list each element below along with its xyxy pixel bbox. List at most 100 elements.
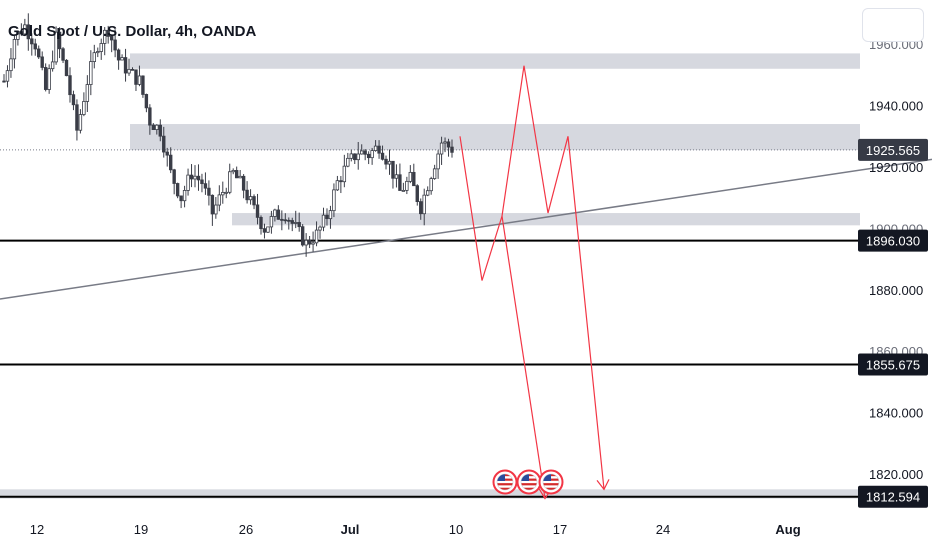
candle-body — [130, 68, 135, 71]
candle-body — [168, 154, 173, 171]
candle-body — [68, 75, 72, 96]
candle-body — [19, 31, 24, 35]
price-zone — [0, 489, 860, 499]
candle-body — [214, 204, 218, 215]
candle-body — [328, 210, 333, 220]
candle-body — [443, 141, 447, 144]
candle-body — [349, 153, 353, 159]
candle-body — [429, 178, 433, 192]
candle-body — [158, 124, 162, 137]
candle-body — [82, 101, 86, 115]
candle-body — [116, 49, 121, 61]
candle-body — [43, 67, 48, 90]
candle-body — [228, 171, 232, 193]
us-flag-icon — [538, 469, 564, 495]
candle-body — [283, 219, 288, 222]
candle-body — [304, 239, 308, 246]
candle-body — [57, 31, 62, 50]
candle-body — [175, 183, 180, 197]
candle-body — [255, 204, 260, 218]
level-price-label: 1855.675 — [866, 357, 920, 372]
candle-body — [377, 145, 381, 154]
candle-body — [300, 226, 305, 246]
candle-body — [106, 29, 110, 37]
candle-body — [182, 190, 187, 202]
candle-body — [325, 214, 329, 220]
candle-body — [186, 174, 190, 191]
candle-body — [103, 29, 107, 44]
chart-settings-button[interactable] — [862, 8, 924, 42]
candle-body — [16, 31, 20, 40]
candle-body — [262, 228, 267, 233]
date-tick-label: 10 — [449, 522, 463, 537]
candle-body — [234, 170, 239, 179]
price-zone — [130, 53, 860, 69]
candle-body — [422, 194, 426, 215]
projection-path-secondary — [501, 216, 546, 499]
candle-body — [297, 222, 301, 228]
time-axis[interactable]: 12 19 26 Jul 10 17 24 Aug — [30, 522, 801, 537]
candle-body — [436, 153, 440, 170]
current-price-tag: 1925.565 — [858, 138, 928, 161]
candle-body — [245, 189, 249, 201]
date-tick-label: 12 — [30, 522, 44, 537]
candle-body — [54, 31, 58, 63]
candle-body — [415, 185, 419, 203]
candle-body — [23, 24, 27, 35]
candle-body — [398, 174, 402, 191]
date-tick-label: 24 — [656, 522, 670, 537]
candle-body — [12, 39, 17, 60]
candle-body — [380, 152, 385, 160]
candle-body — [172, 169, 176, 184]
candle-body — [450, 146, 454, 153]
candle-body — [276, 209, 281, 220]
candle-body — [207, 187, 211, 196]
candle-body — [78, 114, 83, 131]
candle-body — [321, 214, 326, 228]
projection-path — [459, 65, 605, 490]
candle-body — [391, 160, 395, 179]
candle-body — [356, 153, 360, 161]
price-zone — [232, 213, 860, 226]
candle-body — [155, 124, 159, 130]
candle-body — [50, 61, 55, 70]
candle-body — [259, 216, 263, 230]
candle-body — [179, 195, 183, 202]
candle-body — [92, 52, 96, 62]
level-price-tag — [858, 485, 928, 508]
candle-body — [446, 141, 451, 148]
candle-body — [335, 180, 340, 191]
price-axis[interactable]: 1960.0001940.0001920.0001900.0001880.000… — [869, 37, 923, 482]
candle-body — [311, 242, 315, 245]
level-price-label: 1896.030 — [866, 234, 920, 249]
candle-body — [71, 94, 76, 106]
candle-body — [241, 175, 246, 191]
candle-body — [89, 61, 93, 85]
candle-body — [419, 201, 423, 215]
candle-body — [269, 216, 274, 228]
candle-body — [2, 80, 6, 83]
price-zone — [130, 124, 860, 151]
candle-body — [405, 180, 409, 191]
candle-body — [280, 218, 284, 221]
candle-body — [273, 209, 277, 217]
level-price-label: 1812.594 — [866, 490, 920, 505]
candle-body — [141, 75, 145, 95]
candle-body — [432, 168, 437, 180]
supply-demand-zones — [0, 53, 860, 499]
price-tick-label: 1820.000 — [869, 467, 923, 482]
level-price-tag — [858, 229, 928, 252]
candle-body — [439, 142, 444, 155]
candle-body — [109, 36, 114, 41]
candle-body — [346, 157, 350, 167]
candle-body — [363, 150, 367, 155]
candle-body — [290, 220, 294, 224]
date-tick-label: 19 — [134, 522, 148, 537]
candle-body — [287, 219, 291, 222]
candle-body — [366, 153, 371, 159]
candle-body — [85, 84, 90, 102]
candle-body — [113, 39, 117, 51]
candle-body — [203, 183, 208, 189]
candle-body — [248, 196, 253, 201]
